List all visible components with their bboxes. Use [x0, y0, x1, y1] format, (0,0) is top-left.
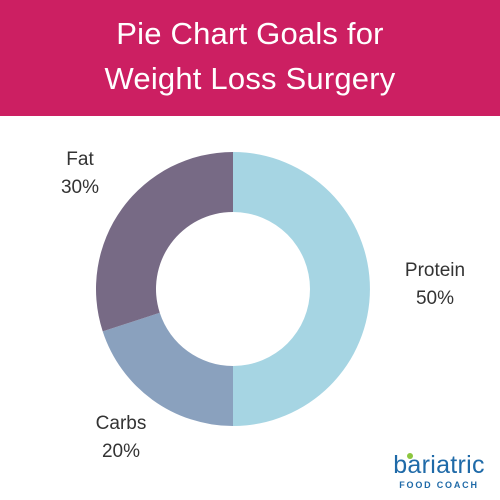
logo-accent-dot	[407, 453, 413, 459]
donut-slice-protein	[233, 152, 370, 426]
chart-title-line-2: Weight Loss Surgery	[104, 61, 396, 96]
slice-label-carbs: Carbs 20%	[66, 410, 176, 466]
slice-label-protein-name: Protein	[404, 260, 466, 281]
donut-slice-fat	[95, 152, 233, 332]
slice-label-carbs-name: Carbs	[95, 413, 147, 434]
title-banner: Pie Chart Goals for Weight Loss Surgery	[0, 0, 500, 116]
slice-label-carbs-value: 20%	[101, 441, 141, 462]
brand-logo: bariatric FOOD COACH	[384, 452, 494, 490]
logo-subtitle: FOOD COACH	[399, 480, 479, 490]
slice-label-protein-value: 50%	[415, 288, 455, 309]
chart-title-line-1: Pie Chart Goals for	[116, 16, 384, 51]
slice-label-fat-name: Fat	[66, 149, 94, 170]
slice-label-protein: Protein 50%	[380, 257, 490, 313]
slice-label-fat: Fat 30%	[25, 146, 135, 202]
donut-slice-carbs	[102, 312, 233, 426]
logo-wordmark: bariatric	[393, 451, 485, 479]
slice-label-fat-value: 30%	[60, 177, 100, 198]
